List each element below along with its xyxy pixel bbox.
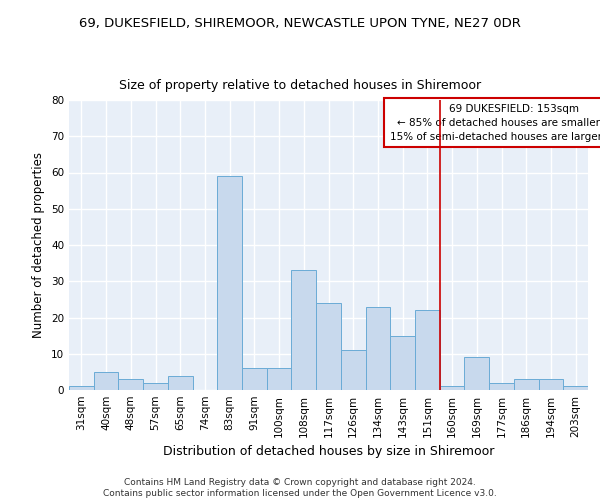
- Bar: [563, 386, 588, 390]
- Bar: [217, 176, 242, 390]
- Bar: [539, 379, 563, 390]
- Bar: [292, 270, 316, 390]
- Bar: [242, 368, 267, 390]
- Bar: [440, 386, 464, 390]
- Bar: [390, 336, 415, 390]
- Bar: [415, 310, 440, 390]
- Bar: [69, 386, 94, 390]
- X-axis label: Distribution of detached houses by size in Shiremoor: Distribution of detached houses by size …: [163, 446, 494, 458]
- Bar: [514, 379, 539, 390]
- Text: Size of property relative to detached houses in Shiremoor: Size of property relative to detached ho…: [119, 80, 481, 92]
- Bar: [365, 306, 390, 390]
- Bar: [118, 379, 143, 390]
- Y-axis label: Number of detached properties: Number of detached properties: [32, 152, 46, 338]
- Bar: [341, 350, 365, 390]
- Text: 69 DUKESFIELD: 153sqm
← 85% of detached houses are smaller (194)
15% of semi-det: 69 DUKESFIELD: 153sqm ← 85% of detached …: [389, 104, 600, 142]
- Bar: [168, 376, 193, 390]
- Text: 69, DUKESFIELD, SHIREMOOR, NEWCASTLE UPON TYNE, NE27 0DR: 69, DUKESFIELD, SHIREMOOR, NEWCASTLE UPO…: [79, 18, 521, 30]
- Bar: [143, 383, 168, 390]
- Bar: [94, 372, 118, 390]
- Bar: [316, 303, 341, 390]
- Bar: [464, 358, 489, 390]
- Bar: [489, 383, 514, 390]
- Text: Contains HM Land Registry data © Crown copyright and database right 2024.
Contai: Contains HM Land Registry data © Crown c…: [103, 478, 497, 498]
- Bar: [267, 368, 292, 390]
